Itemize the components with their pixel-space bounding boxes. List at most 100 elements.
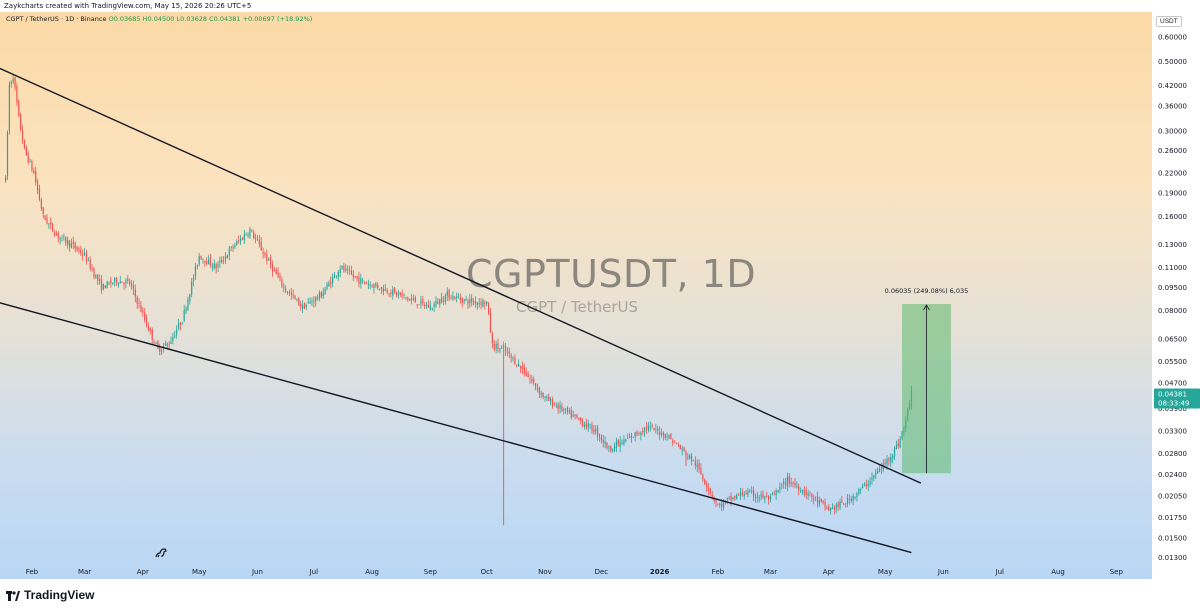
candle-body <box>841 500 843 503</box>
candle-body <box>602 439 604 443</box>
candle-body <box>87 259 89 261</box>
candle-body <box>151 329 153 340</box>
candle-body <box>377 284 379 289</box>
candle-body <box>850 498 852 501</box>
candle-body <box>813 498 815 500</box>
candle-body <box>796 486 798 488</box>
candle-body <box>642 430 644 433</box>
candle-body <box>315 296 317 302</box>
candle-body <box>875 472 877 475</box>
candle-body <box>401 293 403 296</box>
candle-body <box>897 443 899 447</box>
candle-body <box>640 432 642 435</box>
candle-body <box>707 488 710 491</box>
candle-body <box>726 498 728 500</box>
candle-body <box>183 309 185 321</box>
candle-body <box>416 304 418 306</box>
candle-body <box>493 343 495 350</box>
time-tick-label: Aug <box>365 568 379 576</box>
candle-body <box>489 313 492 333</box>
candle-body <box>211 266 213 268</box>
candle-body <box>687 456 689 458</box>
price-tick-label: 0.05500 <box>1158 358 1187 366</box>
candle-body <box>548 396 550 401</box>
candle-body <box>480 301 482 305</box>
candle-body <box>758 497 760 499</box>
candle-body <box>348 270 351 272</box>
trendline <box>0 67 922 484</box>
candle-body <box>99 279 101 281</box>
candle-body <box>454 297 456 300</box>
candle-body <box>275 269 277 275</box>
candle-body <box>694 461 696 466</box>
candle-body <box>717 504 719 506</box>
candle-body <box>448 290 450 299</box>
time-tick-label: Oct <box>481 568 493 576</box>
candle-body <box>856 492 858 498</box>
candle-body <box>557 404 559 409</box>
candle-body <box>149 328 151 331</box>
symbol-watermark: CGPTUSDT, 1D <box>466 252 757 296</box>
candle-body <box>159 347 161 352</box>
candle-body <box>471 297 473 303</box>
candle-body <box>441 297 443 303</box>
candle-body <box>756 496 758 498</box>
candle-body <box>249 228 251 237</box>
dino-icon[interactable] <box>154 545 168 559</box>
tradingview-logo-icon[interactable] <box>6 589 20 601</box>
legend-change: +0.00697 (+18.92%) <box>242 15 313 23</box>
candle-body <box>209 257 212 266</box>
footer-brand[interactable]: TradingView <box>24 588 95 602</box>
candle-body <box>739 492 742 496</box>
time-tick-label: Nov <box>538 568 552 576</box>
candle-body <box>18 101 20 116</box>
legend-open: O0.03685 <box>108 15 141 23</box>
candle-body <box>221 259 223 263</box>
candle-body <box>386 290 388 293</box>
candle-body <box>35 171 37 183</box>
candle-body <box>298 298 300 306</box>
candle-body <box>390 292 392 295</box>
time-tick-label: Feb <box>712 568 725 576</box>
candle-body <box>157 341 159 349</box>
candle-body <box>533 379 535 383</box>
candle-body <box>566 407 569 413</box>
candle-body <box>469 298 471 304</box>
candle-body <box>418 304 420 306</box>
candle-body <box>129 281 131 284</box>
currency-tag[interactable]: USDT <box>1156 16 1182 27</box>
candle-body <box>328 282 330 287</box>
candle-body <box>572 415 574 417</box>
candle-body <box>591 424 593 431</box>
candle-body <box>215 263 217 269</box>
candle-body <box>301 305 304 309</box>
candle-body <box>63 236 65 238</box>
candle-body <box>286 291 289 293</box>
candle-body <box>888 458 890 461</box>
candle-body <box>704 479 706 485</box>
price-tick-label: 0.09500 <box>1158 284 1187 292</box>
candle-body <box>108 282 110 284</box>
candle-body <box>439 299 441 305</box>
candle-body <box>506 352 509 354</box>
candle-body <box>863 484 866 486</box>
price-axis-area[interactable] <box>1152 12 1200 579</box>
legend-low: L0.03628 <box>176 15 208 23</box>
candle-body <box>865 484 867 487</box>
candle-body <box>762 493 764 499</box>
candle-body <box>241 238 244 240</box>
candle-body <box>50 222 52 225</box>
candle-body <box>347 269 349 271</box>
candle-body <box>587 423 589 428</box>
candle-body <box>123 283 125 285</box>
candle-body <box>833 508 836 510</box>
candle-body <box>82 254 84 256</box>
candle-body <box>166 343 168 346</box>
candle-body <box>5 176 7 182</box>
candle-body <box>410 298 413 300</box>
candle-body <box>23 140 26 148</box>
candle-body <box>46 217 48 224</box>
candle-body <box>446 291 448 296</box>
